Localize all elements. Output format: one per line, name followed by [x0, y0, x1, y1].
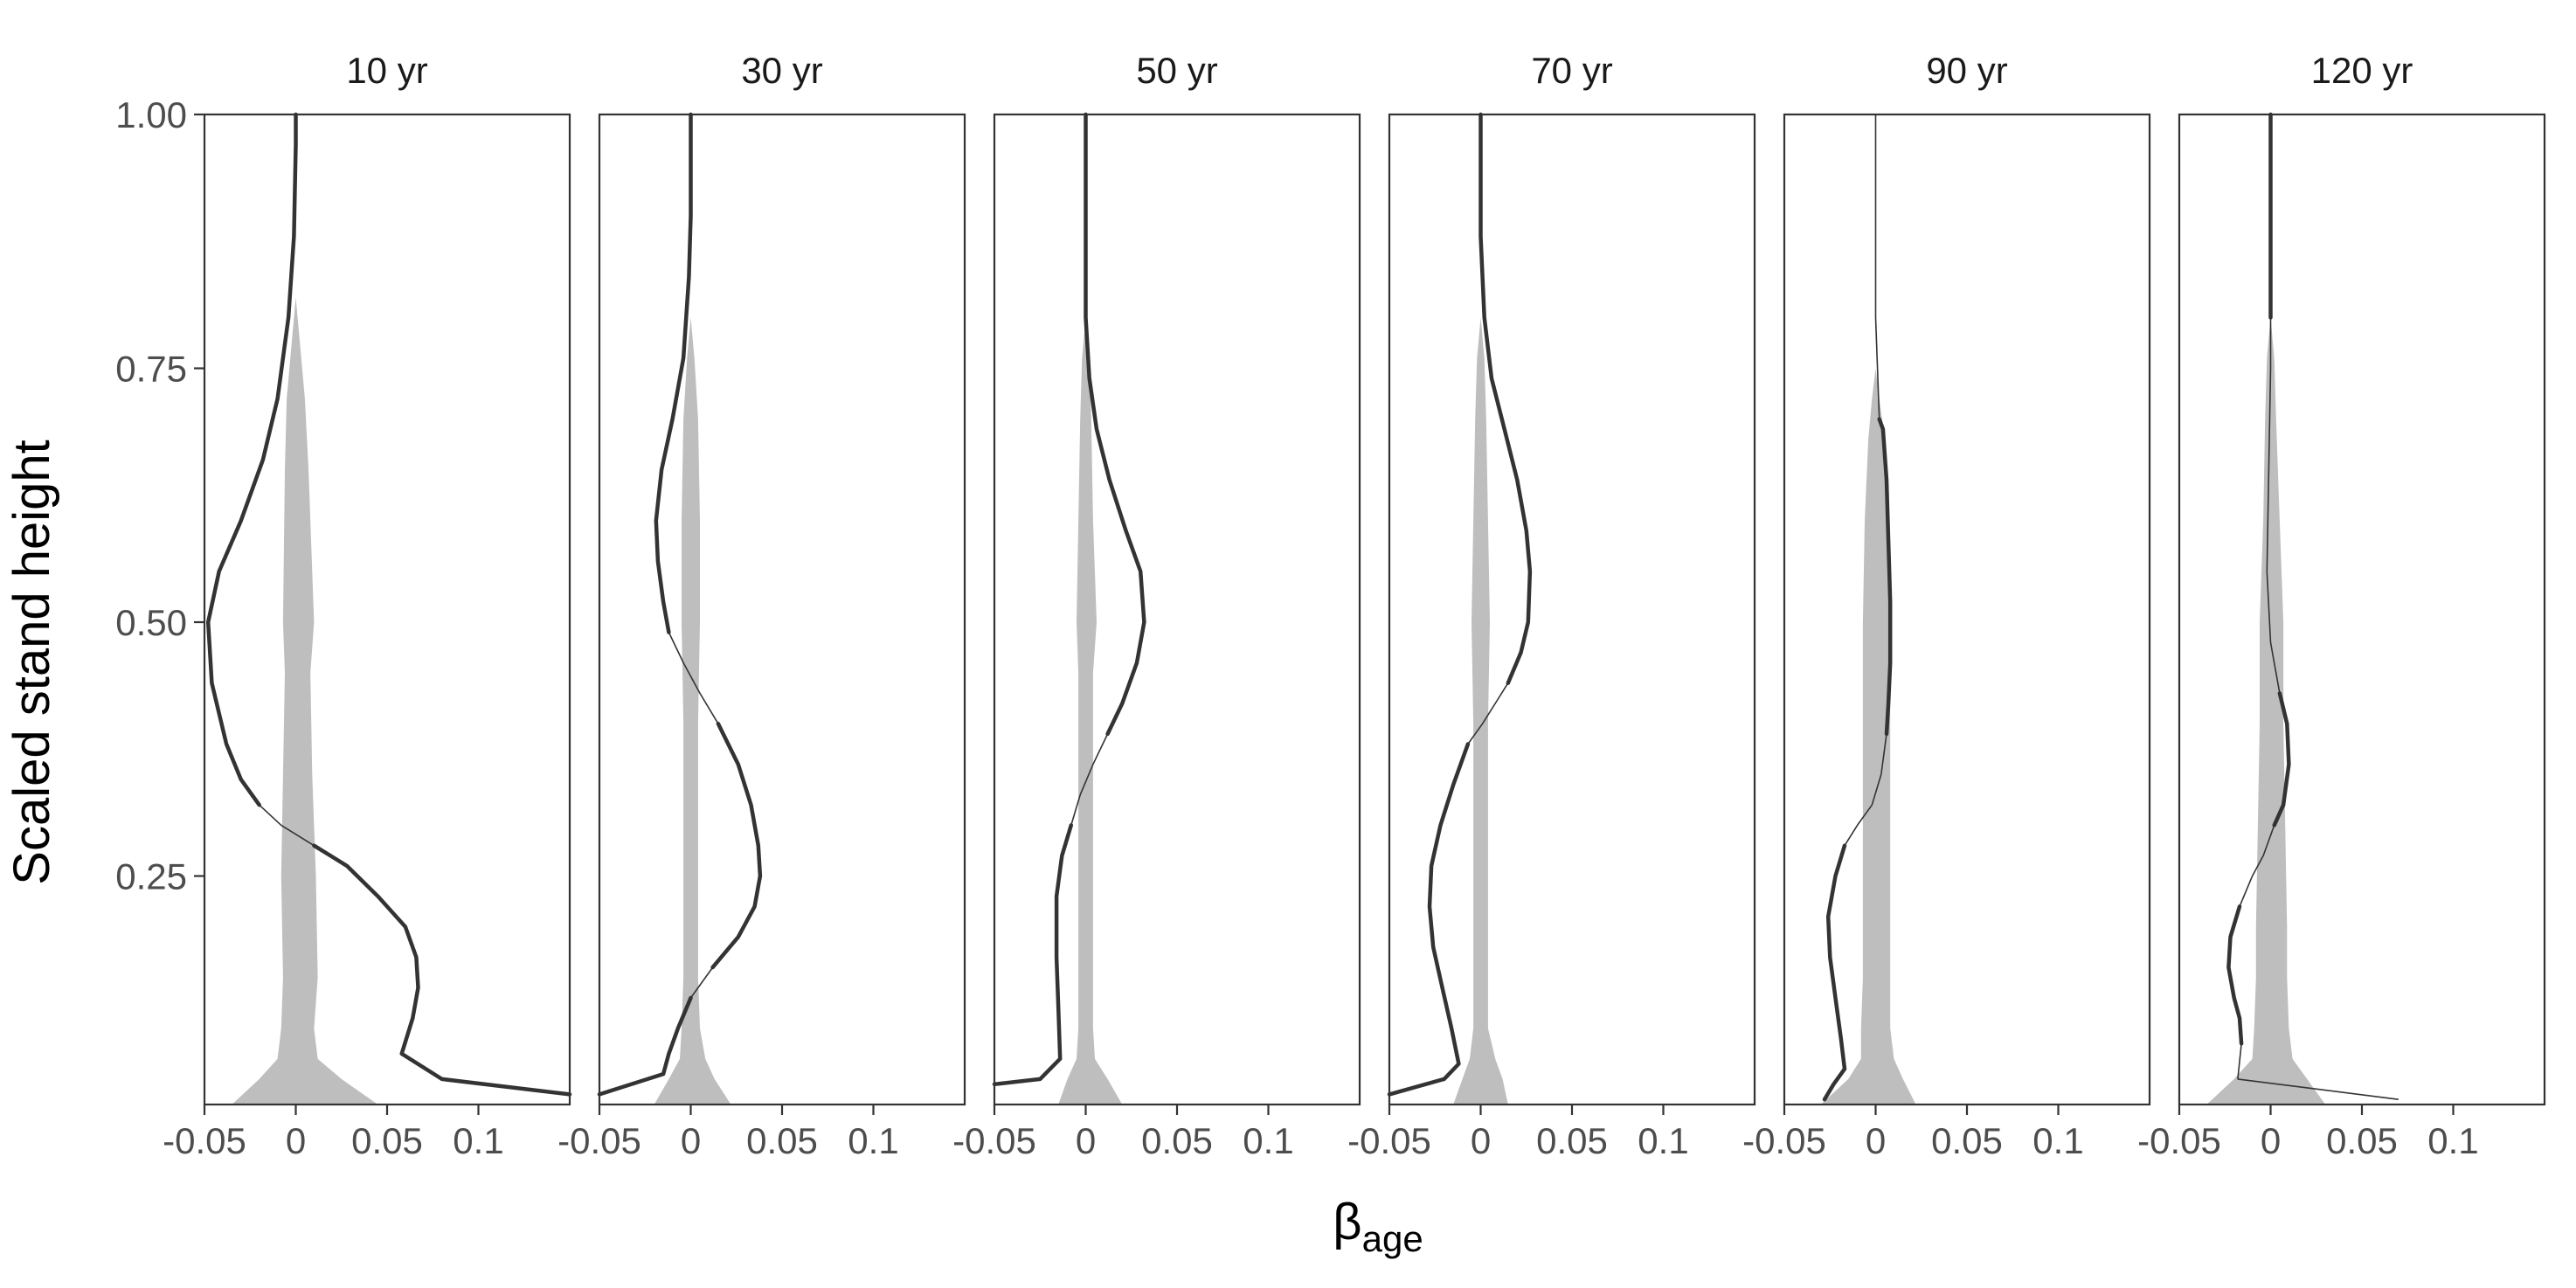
effect-line-thin [259, 804, 315, 847]
x-tick-label: -0.05 [2137, 1120, 2221, 1161]
panel-title: 70 yr [1531, 50, 1612, 91]
x-tick-label: 0.1 [1638, 1120, 1688, 1161]
x-tick-label: 0.05 [2326, 1120, 2398, 1161]
x-tick-label: 0 [2261, 1120, 2281, 1161]
x-tick-label: 0.1 [1243, 1120, 1293, 1161]
panel-frame [2178, 113, 2546, 1106]
effect-line-thin [668, 632, 719, 999]
panel-frame [598, 113, 966, 1106]
interval-band [1453, 114, 1508, 1104]
x-tick-label: -0.05 [163, 1120, 246, 1161]
effect-line [1387, 112, 1533, 1097]
panel-title: 10 yr [346, 50, 427, 91]
panel-title: 120 yr [2311, 50, 2413, 91]
interval-band [232, 114, 378, 1104]
x-tick-label: -0.05 [952, 1120, 1036, 1161]
effect-line-thin [1467, 682, 1509, 744]
effect-line [992, 112, 1146, 1087]
y-tick-label: 0.75 [115, 349, 187, 390]
panel-5: 90 yr -0.05 0 0.05 0.1 [1742, 50, 2151, 1161]
x-tick-label: 0.1 [453, 1120, 503, 1161]
effect-line [2226, 112, 2291, 1046]
panel-frame [203, 113, 571, 1106]
effect-line [205, 112, 572, 1097]
x-tick-label: 0.05 [1931, 1120, 2003, 1161]
panel-title: 90 yr [1926, 50, 2007, 91]
x-tick-label: 0.1 [2032, 1120, 2083, 1161]
y-axis: 0.25 0.50 0.75 1.00 [115, 94, 204, 897]
effect-line-thin [1844, 114, 1887, 847]
x-tick-label: 0.1 [2427, 1120, 2478, 1161]
x-axis-title-subscript: age [1362, 1218, 1423, 1259]
panel-3: 50 yr -0.05 0 0.05 0.1 [952, 50, 1361, 1161]
effect-line-thin [2237, 317, 2399, 1100]
panel-6: 120 yr -0.05 0 0.05 0.1 [2137, 50, 2546, 1161]
panel-frame [993, 113, 1361, 1106]
x-tick-label: 0.1 [848, 1120, 898, 1161]
x-tick-label: 0.05 [1141, 1120, 1213, 1161]
interval-band [1058, 114, 1123, 1104]
x-tick-label: 0 [1471, 1120, 1491, 1161]
x-axis-title: βage [1333, 1194, 1423, 1259]
x-tick-label: -0.05 [1742, 1120, 1826, 1161]
x-tick-label: -0.05 [1347, 1120, 1431, 1161]
y-axis-title: Scaled stand height [3, 440, 60, 884]
panels-group: 10 yr-0.05 0 0.05 0.130 yr-0.05 0 0.05 0.150 y… [163, 50, 2546, 1161]
effect-line [1822, 417, 1893, 1102]
effect-line [597, 112, 763, 1097]
panel-title: 50 yr [1136, 50, 1217, 91]
x-tick-label: 0 [1076, 1120, 1096, 1161]
x-tick-label: 0.05 [351, 1120, 423, 1161]
panel-2: 30 yr -0.05 0 0.05 0.1 [557, 50, 966, 1161]
interval-band [1820, 114, 1916, 1104]
effect-line-thin [1070, 733, 1109, 826]
x-tick-label: 0.05 [746, 1120, 818, 1161]
panel-title: 30 yr [741, 50, 822, 91]
panel-4: 70 yr -0.05 0 0.05 0.1 [1347, 50, 1756, 1161]
panel-frame [1388, 113, 1756, 1106]
y-tick-label: 1.00 [115, 94, 187, 135]
interval-band [654, 114, 731, 1104]
x-tick-label: -0.05 [557, 1120, 641, 1161]
x-axis-title-symbol: β [1333, 1194, 1361, 1250]
x-tick-label: 0 [681, 1120, 701, 1161]
panel-frame [1783, 113, 2151, 1106]
y-tick-label: 0.50 [115, 602, 187, 643]
x-tick-label: 0 [1866, 1120, 1886, 1161]
x-tick-label: 0 [286, 1120, 306, 1161]
panel-1: 10 yr -0.05 0 0.05 0.1 [163, 50, 572, 1161]
y-tick-label: 0.25 [115, 856, 187, 897]
interval-band [2206, 114, 2326, 1104]
x-tick-label: 0.05 [1536, 1120, 1608, 1161]
